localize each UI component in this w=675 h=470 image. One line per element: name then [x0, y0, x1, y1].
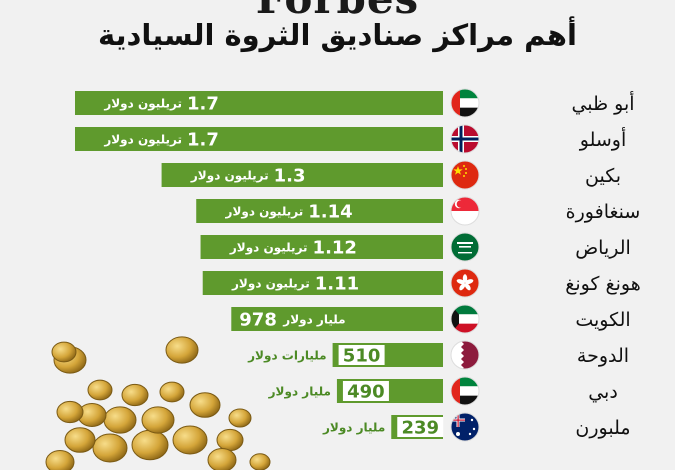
bar [200, 235, 443, 259]
bar-row: 978 مليار دولار الكويت [231, 304, 631, 334]
bar-unit-label: تريليون دولار [190, 169, 269, 184]
bar [161, 163, 443, 187]
gold-coin [51, 341, 77, 363]
city-label: هونغ كونغ [565, 273, 641, 295]
gold-coin [228, 408, 252, 428]
hongkong-flag-icon [450, 268, 480, 298]
bar [196, 199, 443, 223]
gold-coin [131, 429, 169, 461]
bar-row: 1.3 تريليون دولار بكين [161, 160, 621, 190]
gold-coin [216, 428, 244, 452]
china-flag-icon [450, 160, 480, 190]
bar-value-label: 978 [239, 310, 277, 331]
bar-unit-label: تريليون دولار [229, 241, 308, 256]
uae-flag-icon [450, 88, 480, 118]
bar-row: 1.7 تريليون دولار أوسلو [75, 124, 626, 154]
bar [231, 307, 443, 331]
chart-title: أهم مراكز صناديق الثروة السيادية [98, 18, 577, 52]
value-box [397, 417, 444, 437]
bar-value-label: 239 [401, 418, 439, 439]
city-label: الرياض [575, 237, 631, 259]
bar-unit-label: مليار دولار [268, 385, 331, 400]
gold-coin [159, 381, 185, 403]
bar [75, 91, 443, 115]
bar-unit-label: تريليون دولار [103, 133, 182, 148]
city-label: سنغافورة [566, 201, 641, 223]
city-label: أوسلو [579, 127, 626, 151]
gold-coin [172, 425, 208, 455]
gold-coins-illustration [45, 336, 271, 470]
gold-coin [45, 450, 75, 470]
gold-coin [87, 379, 113, 401]
bar-value-label: 510 [343, 346, 381, 367]
gold-coin [92, 433, 128, 463]
saudi-flag-icon [450, 232, 480, 262]
bar-value-label: 1.3 [274, 166, 306, 187]
forbes-logo: Forbes [0, 0, 675, 23]
bar-unit-label: مليار دولار [282, 313, 345, 328]
gold-coin [141, 406, 175, 434]
value-box [342, 381, 389, 401]
norway-flag-icon [450, 124, 480, 154]
gold-coin [165, 336, 199, 364]
australia-flag-icon [450, 412, 480, 442]
bar-row: 1.7 تريليون دولار أبو ظبي [75, 88, 635, 118]
bar-unit-label: مليار دولار [322, 421, 385, 436]
bar-value-label: 1.12 [313, 238, 357, 259]
bar-value-label: 490 [347, 382, 385, 403]
bar-unit-label: تريليون دولار [225, 205, 304, 220]
gold-coin [64, 427, 96, 453]
singapore-flag-icon [450, 196, 480, 226]
gold-coin [207, 448, 237, 470]
bar-value-label: 1.7 [187, 94, 219, 115]
bar [75, 127, 443, 151]
gold-coin [103, 406, 137, 434]
city-label: الدوحة [577, 345, 629, 367]
city-label: بكين [585, 165, 621, 187]
qatar-flag-icon [450, 340, 480, 370]
bar-value-label: 1.14 [308, 202, 352, 223]
bar-row: 510 مليارات دولار الدوحة [247, 340, 629, 370]
gold-coin [249, 453, 271, 470]
bar-value-label: 1.11 [315, 274, 359, 295]
bar-value-label: 1.7 [187, 130, 219, 151]
value-box [338, 345, 385, 365]
bar-row: 1.14 تريليون دولار سنغافورة [196, 196, 641, 226]
bar [202, 271, 443, 295]
bar-row: 239 مليار دولار ملبورن [322, 412, 631, 442]
bar-unit-label: تريليون دولار [103, 97, 182, 112]
bar-row: 490 مليار دولار دبي [268, 376, 618, 406]
gold-coin [189, 392, 221, 418]
city-label: أبو ظبي [571, 91, 634, 115]
city-label: الكويت [575, 309, 630, 331]
city-label: ملبورن [575, 417, 630, 439]
bar-unit-label: تريليون دولار [231, 277, 310, 292]
gold-coin [56, 400, 84, 424]
bar-row: 1.11 تريليون دولار هونغ كونغ [202, 268, 641, 298]
bar-unit-label: مليارات دولار [247, 349, 326, 364]
kuwait-flag-icon [450, 304, 480, 334]
uae-flag-icon [450, 376, 480, 406]
gold-coin [121, 383, 149, 407]
bar-row: 1.12 تريليون دولار الرياض [200, 232, 631, 262]
city-label: دبي [588, 381, 618, 403]
